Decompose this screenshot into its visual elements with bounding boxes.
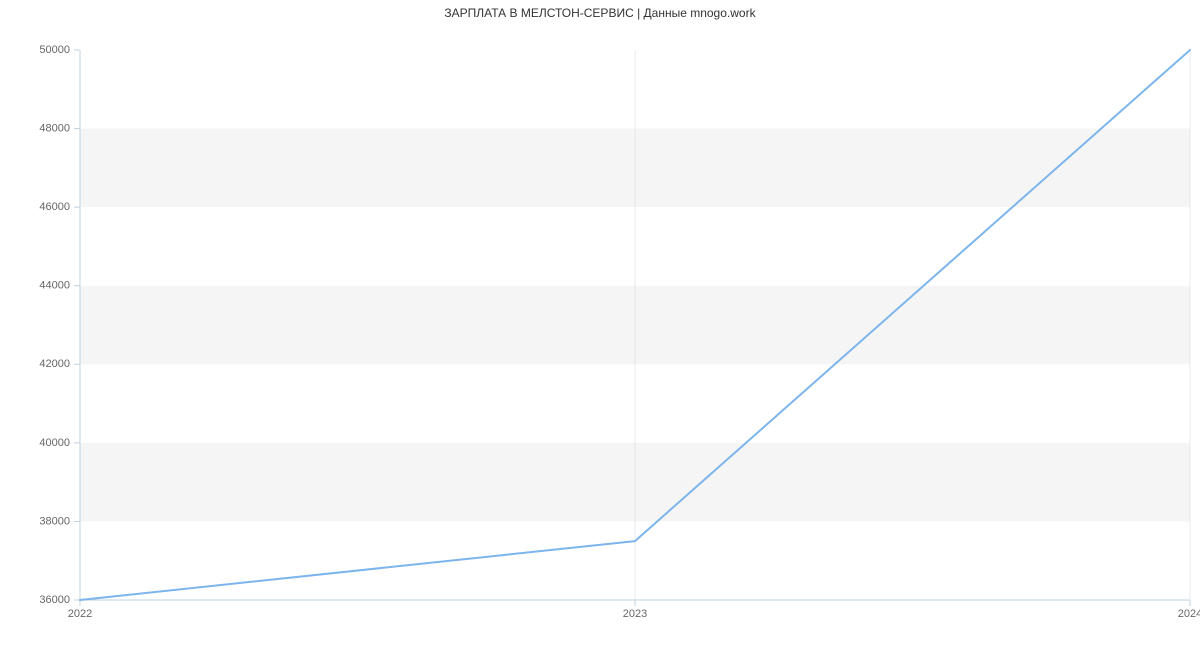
y-tick-label: 50000 (39, 44, 70, 56)
y-tick-label: 42000 (39, 358, 70, 370)
chart-svg: 36000 38000 40000 42000 44000 46000 48000 50000… (0, 0, 1200, 650)
chart-container: ЗАРПЛАТА В МЕЛСТОН-СЕРВИС | Данные mnogo… (0, 0, 1200, 650)
x-tick-label: 2024 (1178, 608, 1200, 620)
x-tick-label: 2023 (623, 608, 647, 620)
y-tick-label: 36000 (39, 594, 70, 606)
x-tick-label: 2022 (68, 608, 92, 620)
y-tick-label: 46000 (39, 201, 70, 213)
y-tick-label: 40000 (39, 437, 70, 449)
y-tick-label: 44000 (39, 280, 70, 292)
y-tick-label: 38000 (39, 515, 70, 527)
y-tick-label: 48000 (39, 122, 70, 134)
